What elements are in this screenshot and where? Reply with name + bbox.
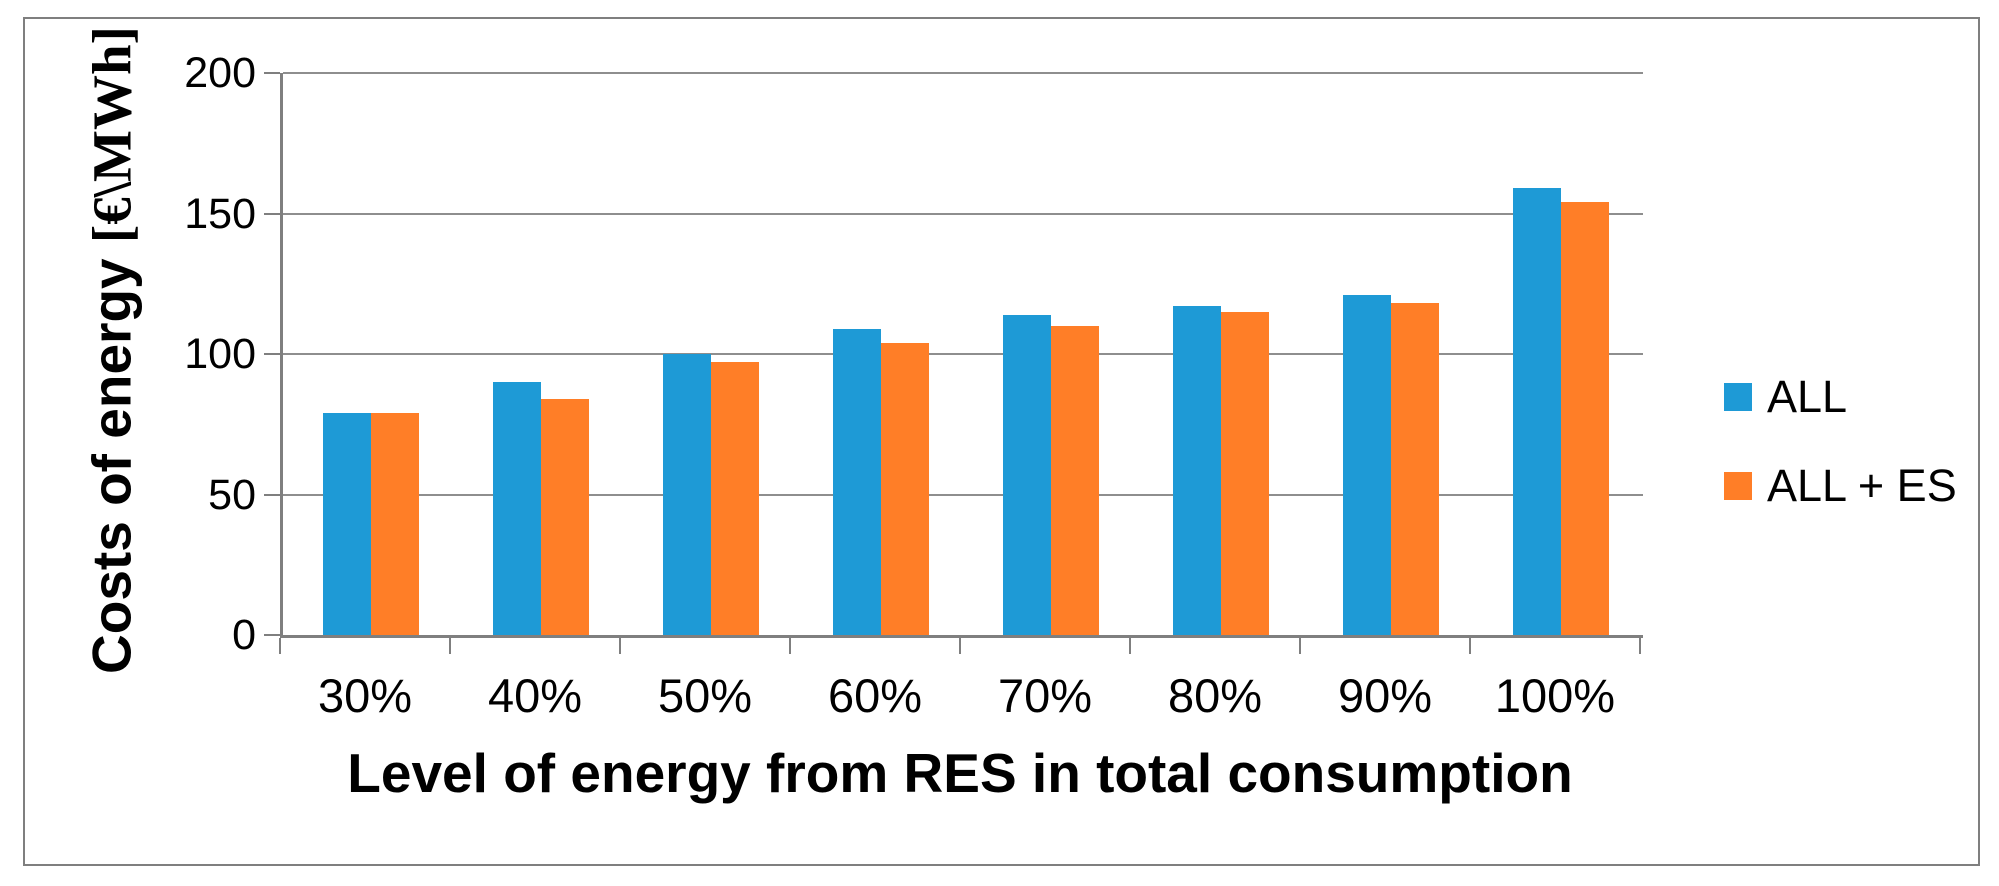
y-axis-title: Costs of energy [€\MWh] xyxy=(79,26,146,674)
x-category-label-90%: 90% xyxy=(1337,669,1433,722)
x-tick-mark xyxy=(1469,638,1471,654)
y-tick-mark xyxy=(264,493,280,496)
y-tick-label-50: 50 xyxy=(208,470,256,519)
bar-all-es-80% xyxy=(1221,311,1269,635)
x-category-label-40%: 40% xyxy=(487,669,583,722)
bar-all-es-50% xyxy=(711,362,759,635)
bar-all-es-60% xyxy=(881,342,929,635)
legend-item-all: ALL xyxy=(1724,371,1848,422)
bar-all-70% xyxy=(1003,314,1051,635)
x-tick-mark xyxy=(1299,638,1301,654)
y-tick-mark xyxy=(264,72,280,74)
bar-all-es-90% xyxy=(1391,303,1439,635)
legend-swatch-icon xyxy=(1724,383,1752,411)
x-tick-mark xyxy=(959,638,961,654)
plot-area xyxy=(280,72,1643,638)
bar-all-es-40% xyxy=(541,398,589,635)
y-axis-title-unit: [€\MWh] xyxy=(81,26,143,244)
bar-all-60% xyxy=(833,328,881,635)
y-tick-mark xyxy=(264,353,280,355)
x-category-label-30%: 30% xyxy=(317,669,413,722)
x-tick-mark xyxy=(449,638,451,654)
x-category-label-50%: 50% xyxy=(657,669,753,722)
y-tick-label-200: 200 xyxy=(184,49,256,97)
gridline-150 xyxy=(283,212,1643,215)
x-tick-mark xyxy=(1129,638,1131,654)
legend-label: ALL xyxy=(1767,371,1848,422)
x-tick-mark xyxy=(279,638,281,654)
legend-label: ALL + ES xyxy=(1767,460,1957,511)
bar-all-100% xyxy=(1513,188,1561,635)
gridline-50 xyxy=(283,493,1643,496)
gridline-200 xyxy=(283,72,1643,74)
x-category-label-70%: 70% xyxy=(997,669,1093,722)
x-category-label-60%: 60% xyxy=(827,669,923,722)
bar-all-30% xyxy=(323,413,371,635)
y-tick-label-150: 150 xyxy=(184,189,256,238)
x-axis-title: Level of energy from RES in total consum… xyxy=(347,742,1573,804)
bar-all-es-70% xyxy=(1051,325,1099,635)
x-tick-mark xyxy=(1639,638,1641,654)
bar-all-40% xyxy=(493,382,541,635)
y-tick-label-100: 100 xyxy=(184,330,256,378)
x-tick-mark xyxy=(789,638,791,654)
x-category-label-80%: 80% xyxy=(1167,669,1263,722)
y-axis-title-text: Costs of energy xyxy=(80,243,143,674)
bar-all-90% xyxy=(1343,295,1391,635)
bar-all-es-100% xyxy=(1561,202,1609,635)
legend-swatch-icon xyxy=(1724,472,1752,500)
gridline-100 xyxy=(283,353,1643,355)
x-tick-mark xyxy=(619,638,621,654)
bar-all-50% xyxy=(663,354,711,635)
y-tick-mark xyxy=(264,212,280,215)
bar-all-80% xyxy=(1173,306,1221,635)
legend-item-all-es: ALL + ES xyxy=(1724,460,1957,511)
y-tick-label-0: 0 xyxy=(232,611,256,659)
y-tick-mark xyxy=(264,634,280,636)
x-category-label-100%: 100% xyxy=(1494,669,1616,722)
bar-all-es-30% xyxy=(371,413,419,635)
